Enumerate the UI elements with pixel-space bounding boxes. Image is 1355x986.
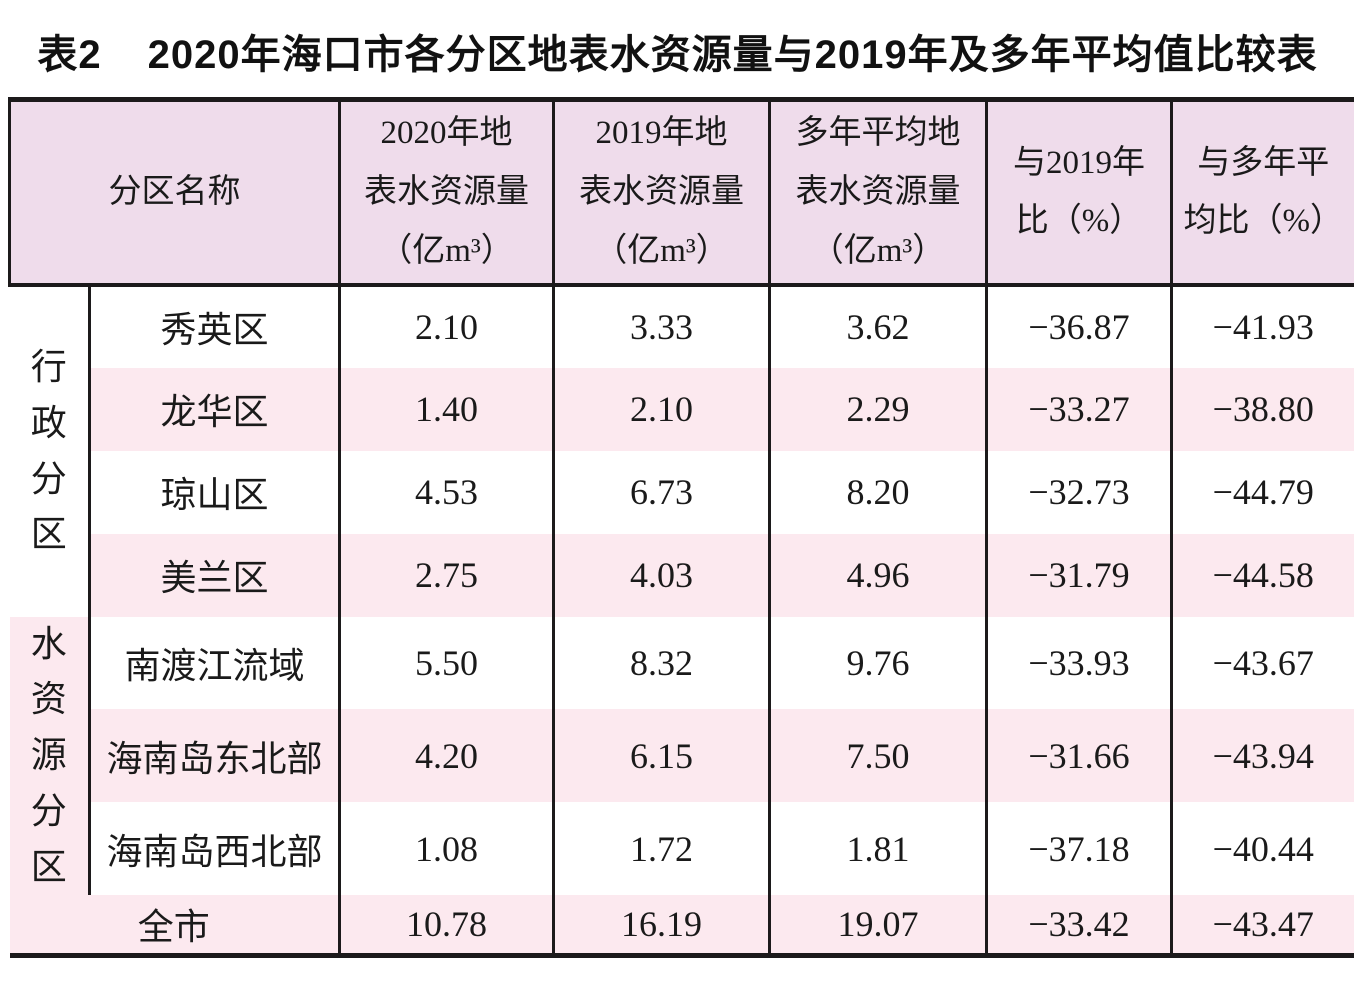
table-row: 海南岛西北部 1.08 1.72 1.81 −37.18 −40.44 [10, 802, 1354, 896]
cell-2019-volume: 3.33 [552, 284, 770, 368]
row-name: 美兰区 [88, 533, 340, 617]
header-vs-2019: 与2019年 比（%） [985, 97, 1172, 287]
cell-vs-multiyear: −43.67 [1170, 616, 1354, 710]
cell-2019-volume: 6.73 [552, 450, 770, 534]
cell-vs-2019: −31.79 [985, 533, 1172, 617]
header-2020-volume: 2020年地 表水资源量 （亿m³） [338, 97, 554, 287]
row-name: 龙华区 [88, 367, 340, 451]
cell-vs-multiyear: −41.93 [1170, 284, 1354, 368]
group-label-cell: 行政分区 [9, 284, 90, 617]
cell-vs-2019: −36.87 [985, 284, 1172, 368]
header-vs-multiyear: 与多年平 均比（%） [1170, 97, 1354, 287]
cell-2020-volume: 5.50 [338, 616, 554, 710]
cell-2020-volume: 4.53 [338, 450, 554, 534]
cell-vs-2019: −33.93 [985, 616, 1172, 710]
row-name-total: 全市 [9, 895, 340, 958]
cell-multiyear-volume: 9.76 [768, 616, 987, 710]
cell-2020-volume: 10.78 [338, 895, 554, 958]
group-label-text: 行政分区 [30, 346, 67, 555]
row-name: 琼山区 [88, 450, 340, 534]
table-body: 行政分区 秀英区 2.10 3.33 3.62 −36.87 −41.93 龙华区 1.40 2.… [9, 284, 1354, 958]
row-name: 海南岛东北部 [88, 709, 340, 803]
table-header: 分区名称 2020年地 表水资源量 （亿m³） 2019年地 表水资源量 （亿m… [8, 97, 1354, 287]
cell-2019-volume: 16.19 [552, 895, 770, 958]
table-row: 海南岛东北部 4.20 6.15 7.50 −31.66 −43.94 [9, 709, 1354, 803]
row-name: 南渡江流域 [88, 616, 340, 710]
header-row: 分区名称 2020年地 表水资源量 （亿m³） 2019年地 表水资源量 （亿m… [8, 97, 1354, 287]
row-name: 海南岛西北部 [88, 802, 340, 896]
cell-vs-multiyear: −38.80 [1170, 367, 1354, 451]
group-label-text: 水资源分区 [30, 623, 67, 887]
cell-multiyear-volume: 1.81 [768, 802, 987, 896]
header-2019-volume: 2019年地 表水资源量 （亿m³） [552, 97, 770, 287]
table-row: 美兰区 2.75 4.03 4.96 −31.79 −44.58 [9, 533, 1354, 617]
cell-2020-volume: 2.75 [338, 533, 554, 617]
cell-vs-2019: −33.27 [985, 367, 1172, 451]
cell-vs-2019: −31.66 [985, 709, 1172, 803]
cell-multiyear-volume: 19.07 [768, 895, 987, 958]
group-label-cell: 水资源分区 [9, 616, 90, 896]
table-row: 水资源分区 南渡江流域 5.50 8.32 9.76 −33.93 −43.67 [9, 616, 1354, 896]
cell-multiyear-volume: 2.29 [768, 367, 987, 451]
table-title: 表2 2020年海口市各分区地表水资源量与2019年及多年平均值比较表 [0, 0, 1355, 80]
cell-2020-volume: 1.40 [338, 367, 554, 451]
cell-2019-volume: 1.72 [552, 802, 770, 896]
cell-vs-multiyear: −44.79 [1170, 450, 1354, 534]
cell-2019-volume: 8.32 [552, 616, 770, 710]
cell-2019-volume: 2.10 [552, 367, 770, 451]
cell-2020-volume: 4.20 [338, 709, 554, 803]
cell-multiyear-volume: 4.96 [768, 533, 987, 617]
cell-multiyear-volume: 3.62 [768, 284, 987, 368]
cell-vs-multiyear: −43.94 [1170, 709, 1354, 803]
cell-vs-multiyear: −40.44 [1170, 802, 1354, 896]
cell-vs-2019: −33.42 [985, 895, 1172, 958]
cell-vs-2019: −32.73 [985, 450, 1172, 534]
table-row: 龙华区 1.40 2.10 2.29 −33.27 −38.80 [9, 367, 1354, 451]
header-district-name: 分区名称 [8, 97, 340, 287]
cell-2019-volume: 4.03 [552, 533, 770, 617]
header-multiyear-volume: 多年平均地 表水资源量 （亿m³） [768, 97, 987, 287]
cell-vs-multiyear: −43.47 [1170, 895, 1354, 958]
cell-multiyear-volume: 8.20 [768, 450, 987, 534]
cell-vs-2019: −37.18 [985, 802, 1172, 896]
table-number: 表2 [37, 33, 102, 77]
table-row: 琼山区 4.53 6.73 8.20 −32.73 −44.79 [10, 450, 1354, 534]
water-resources-table: 分区名称 2020年地 表水资源量 （亿m³） 2019年地 表水资源量 （亿m… [8, 97, 1354, 958]
row-name: 秀英区 [88, 284, 340, 368]
table-row-total: 全市 10.78 16.19 19.07 −33.42 −43.47 [9, 895, 1354, 958]
cell-vs-multiyear: −44.58 [1170, 533, 1354, 617]
table-row: 行政分区 秀英区 2.10 3.33 3.62 −36.87 −41.93 [9, 284, 1354, 617]
cell-2020-volume: 2.10 [338, 284, 554, 368]
cell-2020-volume: 1.08 [338, 802, 554, 896]
table-title-text: 2020年海口市各分区地表水资源量与2019年及多年平均值比较表 [147, 33, 1318, 77]
cell-2019-volume: 6.15 [552, 709, 770, 803]
cell-multiyear-volume: 7.50 [768, 709, 987, 803]
